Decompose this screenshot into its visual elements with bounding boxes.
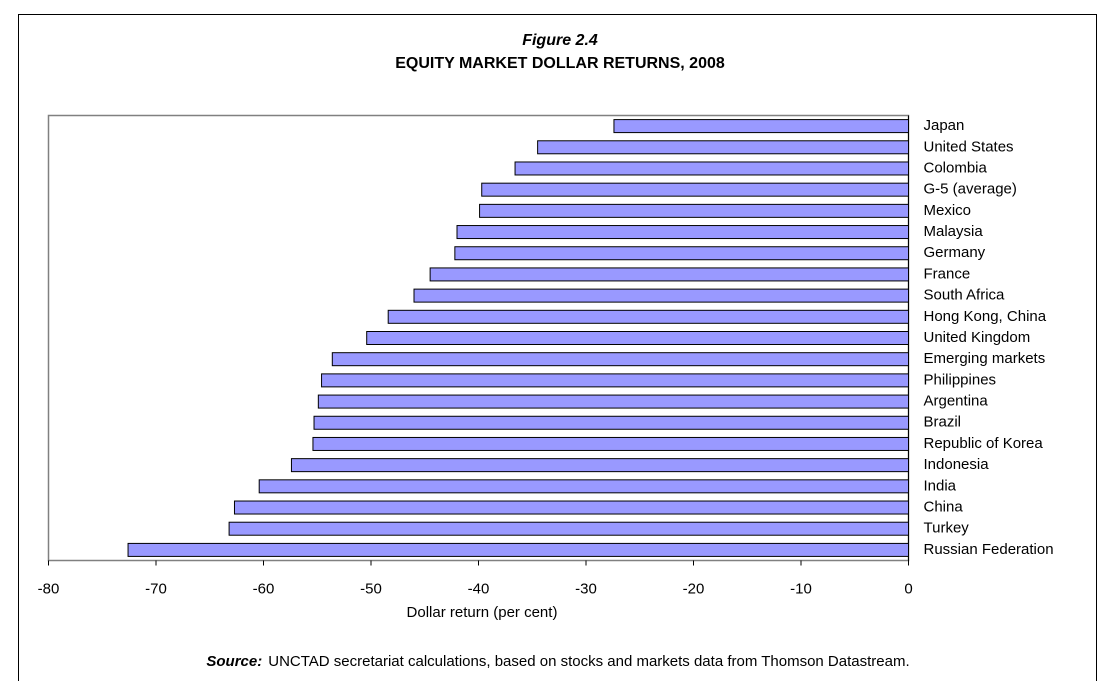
bar [233,500,910,515]
y-tick-label: Indonesia [924,456,990,473]
y-tick-label: India [924,477,957,494]
y-tick-label: Emerging markets [924,350,1046,367]
x-axis-label: Dollar return (per cent) [407,604,558,621]
y-tick-label: Republic of Korea [924,435,1044,452]
bar [258,479,909,494]
bar [413,288,909,303]
x-tick-label: -50 [360,580,382,597]
y-tick-label: Japan [924,117,965,134]
bar [479,203,909,218]
y-tick-label: Hong Kong, China [924,308,1047,325]
y-tick-label: Turkey [924,520,970,537]
bar [613,119,909,134]
y-tick-label: Philippines [924,371,997,388]
y-tick-label: Malaysia [924,223,984,240]
bar [127,542,910,557]
y-tick-label: United Kingdom [924,329,1031,346]
bar [321,373,909,388]
x-tick-label: -40 [468,580,490,597]
bar [312,436,909,451]
bar [313,415,909,430]
y-tick-label: Russian Federation [924,541,1054,558]
y-tick-label: China [924,498,964,515]
chart-title: EQUITY MARKET DOLLAR RETURNS, 2008 [395,55,725,72]
bar [537,140,909,155]
y-tick-label: United States [924,138,1014,155]
x-tick-label: -70 [145,580,167,597]
x-tick-label: -10 [790,580,812,597]
bar [387,309,909,324]
x-tick-label: -60 [253,580,275,597]
y-tick-label: Colombia [924,159,988,176]
source-label: Source: [206,653,262,670]
bar [514,161,909,176]
bar [456,225,909,240]
bar [228,521,910,536]
y-tick-label: Germany [924,244,986,261]
bar [331,352,909,367]
bar [454,246,909,261]
source-text: UNCTAD secretariat calculations, based o… [268,653,909,670]
bar [429,267,909,282]
frame [18,14,1097,681]
y-tick-label: Mexico [924,202,972,219]
x-tick-label: -20 [683,580,705,597]
figure-label: Figure 2.4 [522,32,598,49]
bar [481,182,909,197]
bar [366,331,909,345]
y-tick-label: South Africa [924,287,1006,304]
y-tick-label: Argentina [924,393,989,410]
bar [290,458,909,473]
x-tick-label: 0 [904,580,912,597]
x-tick-label: -30 [575,580,597,597]
bar [317,394,909,409]
source: Source: UNCTAD secretariat calculations, … [206,653,909,670]
y-tick-label: G-5 (average) [924,181,1017,198]
y-tick-label: France [924,265,971,282]
y-tick-label: Brazil [924,414,962,431]
x-tick-label: -80 [38,580,60,597]
